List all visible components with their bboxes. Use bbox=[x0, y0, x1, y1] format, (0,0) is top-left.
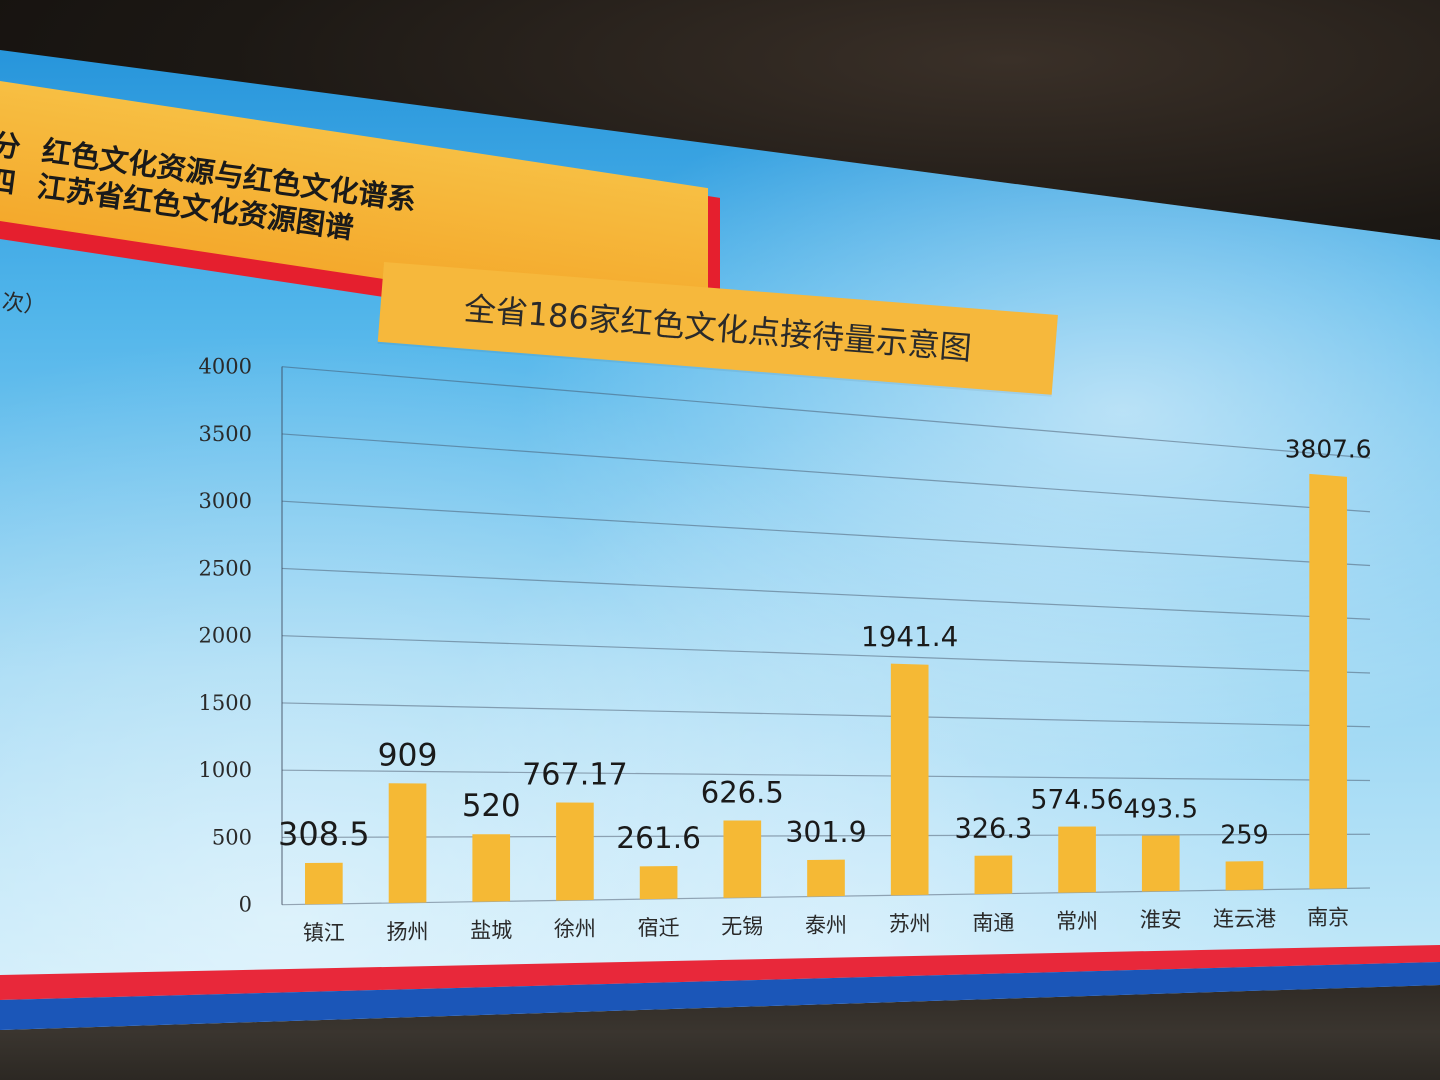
gridline bbox=[281, 433, 1371, 513]
x-category-label: 南京 bbox=[1307, 906, 1349, 930]
data-label: 261.6 bbox=[616, 821, 701, 855]
data-label: 626.5 bbox=[701, 776, 784, 810]
data-label: 767.17 bbox=[522, 758, 628, 793]
bar bbox=[807, 859, 845, 897]
data-label: 493.5 bbox=[1124, 795, 1198, 825]
bar bbox=[1141, 835, 1180, 892]
y-tick-label: 2500 bbox=[199, 556, 252, 580]
y-tick-label: 500 bbox=[212, 825, 252, 849]
x-category-label: 泰州 bbox=[805, 913, 847, 937]
x-category-label: 常州 bbox=[1056, 909, 1098, 933]
data-label: 308.5 bbox=[278, 815, 370, 853]
x-category-label: 徐州 bbox=[554, 917, 596, 941]
bar bbox=[388, 783, 427, 904]
bar bbox=[1309, 473, 1347, 889]
y-tick-label: 4000 bbox=[199, 355, 252, 379]
gridline bbox=[281, 567, 1371, 620]
x-category-label: 南通 bbox=[972, 911, 1014, 935]
y-tick-label: 2000 bbox=[199, 624, 252, 648]
x-category-label: 淮安 bbox=[1140, 908, 1182, 932]
x-category-label: 盐城 bbox=[470, 918, 512, 942]
x-category-label: 镇江 bbox=[303, 921, 345, 945]
x-category-label: 扬州 bbox=[387, 920, 429, 944]
gridline bbox=[281, 702, 1371, 728]
y-tick-label: 1500 bbox=[199, 691, 252, 715]
bar bbox=[890, 663, 929, 896]
data-label: 301.9 bbox=[785, 816, 866, 849]
gridline bbox=[281, 635, 1371, 674]
bar bbox=[974, 855, 1013, 895]
x-category-label: 苏州 bbox=[889, 912, 931, 936]
x-category-label: 无锡 bbox=[721, 915, 763, 939]
gridline bbox=[281, 833, 1371, 839]
x-category-label: 宿迁 bbox=[638, 916, 680, 940]
bar bbox=[1058, 826, 1096, 893]
x-category-label: 连云港 bbox=[1213, 907, 1276, 931]
bar bbox=[305, 862, 343, 905]
gridline bbox=[281, 500, 1371, 567]
y-tick-label: 1000 bbox=[199, 758, 252, 782]
data-label: 574.56 bbox=[1031, 785, 1124, 816]
y-tick-label: 3500 bbox=[199, 422, 252, 446]
data-label: 326.3 bbox=[954, 814, 1032, 845]
bar bbox=[723, 820, 762, 898]
bar bbox=[1225, 861, 1264, 891]
bar bbox=[556, 802, 594, 901]
y-tick-label: 0 bbox=[239, 893, 252, 917]
data-label: 3807.6 bbox=[1285, 434, 1372, 463]
data-label: 909 bbox=[378, 737, 438, 773]
data-label: 1941.4 bbox=[861, 620, 958, 653]
bar bbox=[472, 834, 511, 902]
data-label: 520 bbox=[462, 788, 521, 824]
gridline bbox=[281, 366, 1371, 459]
y-tick-label: 3000 bbox=[199, 489, 252, 513]
gridline bbox=[281, 769, 1371, 782]
data-label: 259 bbox=[1220, 819, 1268, 849]
bar bbox=[639, 866, 678, 900]
